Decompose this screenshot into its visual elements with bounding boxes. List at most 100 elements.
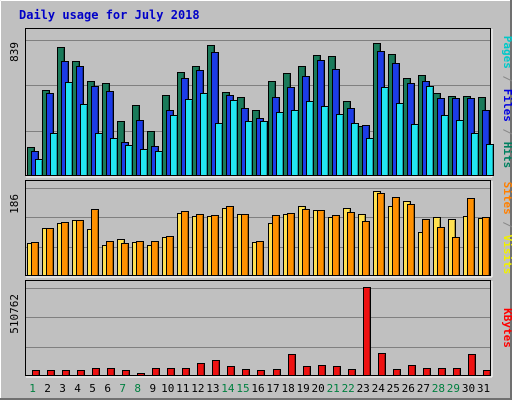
x-tick-label-day-14: 14 <box>221 382 235 395</box>
bar-kbytes-day-16 <box>257 370 265 376</box>
x-tick-label-day-9: 9 <box>149 382 156 395</box>
bar-kbytes-day-14 <box>227 366 235 376</box>
bar-sites-day-14 <box>226 206 234 276</box>
bar-sites-day-19 <box>302 209 310 276</box>
bar-kbytes-day-26 <box>408 365 416 376</box>
bar-kbytes-day-17 <box>273 369 281 376</box>
x-tick-label-day-30: 30 <box>462 382 475 395</box>
bar-kbytes-day-24 <box>378 353 386 376</box>
bar-kbytes-day-30 <box>468 354 476 376</box>
bar-kbytes-day-19 <box>303 366 311 376</box>
bar-kbytes-day-21 <box>333 366 341 376</box>
bar-pages-day-31 <box>486 144 494 176</box>
bar-sites-day-27 <box>422 219 430 276</box>
bar-kbytes-day-9 <box>152 368 160 376</box>
bar-sites-day-29 <box>452 237 460 276</box>
series-legend: Sites / Visits <box>501 182 512 275</box>
x-tick-label-day-1: 1 <box>29 382 36 395</box>
bar-sites-day-1 <box>31 242 39 276</box>
x-tick-label-day-23: 23 <box>357 382 370 395</box>
bar-sites-day-4 <box>76 220 84 276</box>
bar-sites-day-9 <box>151 241 159 276</box>
x-tick-label-day-8: 8 <box>134 382 141 395</box>
bar-sites-day-23 <box>362 221 370 276</box>
bar-sites-day-26 <box>407 204 415 276</box>
x-tick-label-day-6: 6 <box>104 382 111 395</box>
x-tick-label-day-3: 3 <box>59 382 66 395</box>
bar-kbytes-day-12 <box>197 363 205 376</box>
bar-sites-day-2 <box>46 228 54 276</box>
bar-kbytes-day-2 <box>47 370 55 376</box>
bar-kbytes-day-18 <box>288 354 296 376</box>
x-tick-label-day-20: 20 <box>311 382 324 395</box>
x-tick-label-day-27: 27 <box>417 382 430 395</box>
bar-kbytes-day-25 <box>393 369 401 376</box>
bar-sites-day-30 <box>467 198 475 276</box>
bar-sites-day-20 <box>317 210 325 276</box>
bar-sites-day-16 <box>256 241 264 276</box>
x-tick-label-day-13: 13 <box>206 382 219 395</box>
series-legend-entry: / <box>501 122 512 142</box>
bar-sites-day-12 <box>196 214 204 276</box>
x-tick-label-day-5: 5 <box>89 382 96 395</box>
x-tick-label-day-7: 7 <box>119 382 126 395</box>
x-tick-label-day-26: 26 <box>402 382 415 395</box>
bar-kbytes-day-20 <box>318 365 326 376</box>
x-tick-label-day-28: 28 <box>432 382 445 395</box>
series-legend-entry: / <box>501 215 512 235</box>
bar-kbytes-day-8 <box>137 373 145 376</box>
bar-kbytes-day-10 <box>167 368 175 376</box>
series-legend-entry: / <box>501 69 512 89</box>
bar-kbytes-day-23 <box>363 287 371 376</box>
bar-sites-day-24 <box>377 193 385 276</box>
bar-sites-day-8 <box>136 241 144 276</box>
bar-sites-day-15 <box>241 214 249 276</box>
x-tick-label-day-17: 17 <box>266 382 279 395</box>
bar-sites-day-31 <box>482 217 490 276</box>
x-tick-label-day-15: 15 <box>236 382 249 395</box>
bar-sites-day-3 <box>61 222 69 276</box>
bar-sites-day-21 <box>332 215 340 276</box>
bar-kbytes-day-6 <box>107 368 115 376</box>
x-tick-label-day-31: 31 <box>477 382 490 395</box>
series-legend-entry: Sites <box>501 182 512 215</box>
bar-kbytes-day-15 <box>242 369 250 376</box>
x-tick-label-day-29: 29 <box>447 382 460 395</box>
bar-kbytes-day-29 <box>453 368 461 376</box>
bar-sites-day-25 <box>392 197 400 276</box>
x-tick-label-day-24: 24 <box>372 382 386 395</box>
bar-kbytes-day-11 <box>182 368 190 376</box>
x-tick-label-day-25: 25 <box>387 382 400 395</box>
x-tick-label-day-11: 11 <box>176 382 189 395</box>
bar-kbytes-day-28 <box>438 368 446 376</box>
x-axis-labels: 1 2 3 4 5 6 7 8 9 10 11 12 13 14 15 16 17 18 19 20 21 22 23 24 2… <box>29 382 490 395</box>
bar-sites-day-6 <box>106 241 114 276</box>
bar-sites-day-11 <box>181 211 189 276</box>
kbytes-panel: 510762 KBytes <box>8 280 512 378</box>
bar-kbytes-day-4 <box>77 370 85 376</box>
bar-kbytes-day-13 <box>212 360 220 376</box>
bar-kbytes-day-5 <box>92 368 100 376</box>
x-tick-label-day-22: 22 <box>342 382 355 395</box>
y-axis-max-label: 510762 <box>8 294 21 334</box>
bar-sites-day-5 <box>91 209 99 276</box>
bar-sites-day-28 <box>437 227 445 276</box>
visits-panel: 186 Sites / Visits <box>8 180 512 278</box>
y-axis-max-label: 839 <box>8 42 21 62</box>
bar-sites-day-13 <box>211 215 219 276</box>
series-legend: KBytes <box>501 308 512 348</box>
bar-kbytes-day-3 <box>62 370 70 376</box>
x-tick-label-day-16: 16 <box>251 382 264 395</box>
bar-kbytes-day-31 <box>483 370 491 376</box>
x-tick-label-day-4: 4 <box>74 382 81 395</box>
series-legend-entry: Files <box>501 89 512 122</box>
bar-sites-day-10 <box>166 236 174 276</box>
x-tick-label-day-18: 18 <box>281 382 294 395</box>
bar-sites-day-18 <box>287 213 295 276</box>
x-tick-label-day-10: 10 <box>161 382 174 395</box>
x-tick-label-day-2: 2 <box>44 382 51 395</box>
series-legend-entry: Pages <box>501 36 512 69</box>
panel-background <box>25 280 491 376</box>
